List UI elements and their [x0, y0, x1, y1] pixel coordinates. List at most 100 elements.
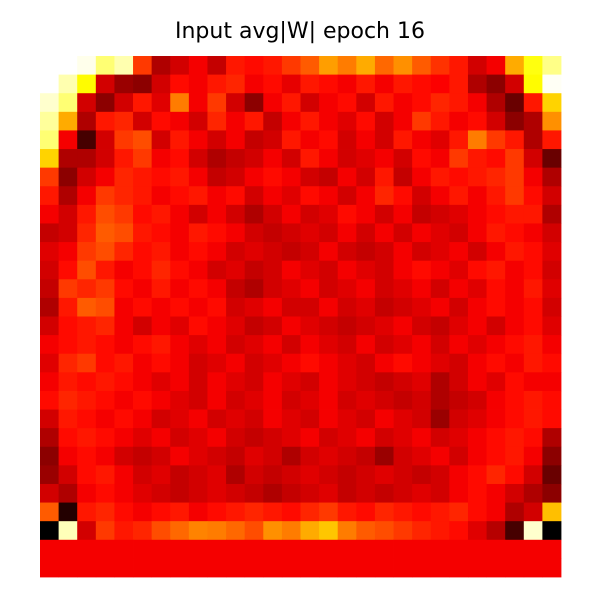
heatmap-cell: [523, 149, 543, 169]
heatmap-cell: [263, 483, 283, 503]
heatmap-cell: [95, 372, 115, 392]
heatmap-cell: [467, 446, 487, 466]
heatmap-cell: [486, 353, 506, 373]
heatmap-cell: [95, 204, 115, 224]
heatmap-cell: [207, 483, 227, 503]
heatmap-cell: [542, 353, 562, 373]
heatmap-cell: [486, 465, 506, 485]
heatmap-cell: [207, 56, 227, 76]
heatmap-cell: [300, 186, 320, 206]
heatmap-cell: [226, 428, 246, 448]
heatmap-cell: [356, 372, 376, 392]
heatmap-cell: [319, 409, 339, 429]
heatmap-cell: [412, 521, 432, 541]
heatmap-cell: [467, 353, 487, 373]
heatmap-cell: [77, 316, 97, 336]
heatmap-cell: [430, 428, 450, 448]
heatmap-cell: [207, 521, 227, 541]
heatmap-cell: [114, 56, 134, 76]
heatmap-cell: [281, 558, 301, 578]
heatmap-cell: [226, 372, 246, 392]
heatmap-cell: [467, 390, 487, 410]
heatmap-cell: [95, 149, 115, 169]
heatmap-cell: [319, 372, 339, 392]
chart-title: Input avg|W| epoch 16: [175, 19, 425, 44]
heatmap-cell: [77, 149, 97, 169]
heatmap-cell: [337, 186, 357, 206]
heatmap-cell: [244, 390, 264, 410]
heatmap-cell: [40, 74, 60, 94]
heatmap-cell: [114, 149, 134, 169]
heatmap-cell: [40, 502, 60, 522]
heatmap-cell: [244, 186, 264, 206]
heatmap-cell: [542, 335, 562, 355]
heatmap-cell: [337, 446, 357, 466]
heatmap-cell: [430, 372, 450, 392]
heatmap-cell: [170, 297, 190, 317]
heatmap-cell: [356, 204, 376, 224]
heatmap-cell: [356, 93, 376, 113]
heatmap-cell: [486, 223, 506, 243]
heatmap-cell: [542, 428, 562, 448]
heatmap-cell: [114, 446, 134, 466]
heatmap-cell: [467, 111, 487, 131]
heatmap-cell: [244, 204, 264, 224]
heatmap-cell: [58, 167, 78, 187]
heatmap-cell: [467, 74, 487, 94]
heatmap-cell: [281, 483, 301, 503]
heatmap-cell: [244, 353, 264, 373]
heatmap-cell: [300, 223, 320, 243]
heatmap-cell: [151, 149, 171, 169]
heatmap-cell: [114, 521, 134, 541]
heatmap-cell: [486, 74, 506, 94]
heatmap-cell: [300, 260, 320, 280]
heatmap-cell: [505, 446, 525, 466]
heatmap-cell: [263, 56, 283, 76]
heatmap-cell: [374, 242, 394, 262]
heatmap-cell: [207, 130, 227, 150]
heatmap-cell: [95, 74, 115, 94]
heatmap-cell: [95, 167, 115, 187]
heatmap-cell: [412, 409, 432, 429]
heatmap-cell: [374, 428, 394, 448]
heatmap-cell: [393, 223, 413, 243]
heatmap-cell: [244, 483, 264, 503]
heatmap-cell: [151, 409, 171, 429]
heatmap-cell: [114, 297, 134, 317]
heatmap-cell: [207, 409, 227, 429]
heatmap-cell: [374, 111, 394, 131]
heatmap-cell: [467, 521, 487, 541]
heatmap-cell: [207, 260, 227, 280]
heatmap-cell: [114, 242, 134, 262]
heatmap-cell: [58, 428, 78, 448]
heatmap-cell: [170, 335, 190, 355]
heatmap-cell: [319, 353, 339, 373]
heatmap-cell: [151, 428, 171, 448]
heatmap-cell: [263, 260, 283, 280]
heatmap-cell: [226, 483, 246, 503]
heatmap-cell: [449, 260, 469, 280]
heatmap-cell: [542, 446, 562, 466]
heatmap-cell: [244, 558, 264, 578]
heatmap-cell: [263, 446, 283, 466]
heatmap-cell: [319, 316, 339, 336]
heatmap-cell: [226, 316, 246, 336]
heatmap-cell: [374, 316, 394, 336]
heatmap-cell: [281, 409, 301, 429]
heatmap-cell: [95, 316, 115, 336]
heatmap-cell: [542, 409, 562, 429]
heatmap-cell: [244, 521, 264, 541]
heatmap-cell: [151, 223, 171, 243]
heatmap-cell: [244, 539, 264, 559]
heatmap-cell: [188, 111, 208, 131]
heatmap-cell: [523, 204, 543, 224]
heatmap-cell: [114, 539, 134, 559]
heatmap-cell: [114, 93, 134, 113]
heatmap-cell: [356, 56, 376, 76]
heatmap-cell: [244, 167, 264, 187]
heatmap-cell: [542, 372, 562, 392]
heatmap-cell: [170, 390, 190, 410]
heatmap-cell: [95, 335, 115, 355]
heatmap-cell: [505, 111, 525, 131]
heatmap-cell: [114, 428, 134, 448]
